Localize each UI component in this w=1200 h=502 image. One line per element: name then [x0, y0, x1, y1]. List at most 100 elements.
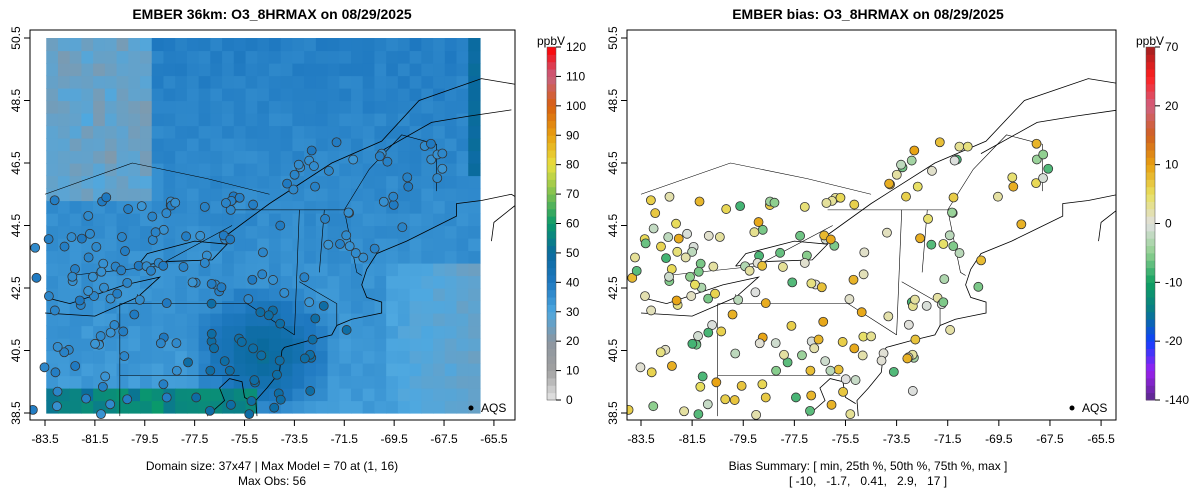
colorbar-segment: [547, 113, 556, 122]
station-marker: [729, 395, 740, 405]
station-marker: [656, 241, 666, 252]
grid-cell: [339, 338, 352, 352]
station-marker: [158, 379, 169, 390]
grid-cell: [304, 225, 317, 239]
grid-cell: [245, 150, 258, 164]
grid-cell: [444, 188, 458, 202]
grid-cell: [233, 100, 247, 114]
grid-cell: [280, 100, 294, 114]
colorbar-segment: [547, 297, 556, 305]
colorbar-segment: [547, 267, 556, 276]
station-marker: [730, 348, 741, 359]
grid-cell: [57, 50, 71, 64]
station-marker: [181, 231, 191, 242]
colorbar-segment: [547, 216, 556, 224]
grid-cell: [268, 288, 282, 302]
station-marker: [749, 227, 760, 238]
colorbar-segment: [1146, 319, 1155, 327]
station-marker: [857, 350, 868, 361]
station-marker: [402, 172, 413, 183]
grid-cell: [222, 300, 235, 314]
grid-cell: [468, 113, 481, 127]
station-marker: [760, 298, 771, 309]
coastline: [827, 78, 1116, 236]
grid-cell: [46, 213, 59, 227]
grid-cell: [315, 200, 329, 214]
grid-cell: [339, 38, 352, 52]
grid-cell: [304, 75, 317, 89]
colorbar-segment: [1146, 267, 1155, 276]
y-tick-label: 50.5: [606, 26, 620, 50]
grid-cell: [245, 75, 258, 89]
grid-cell: [268, 200, 282, 214]
grid-cell: [409, 350, 422, 364]
grid-cell: [151, 50, 165, 64]
grid-cell: [210, 138, 223, 152]
colorbar-segment: [547, 238, 556, 247]
grid-cell: [421, 350, 434, 364]
station-marker: [751, 409, 762, 420]
grid-cell: [116, 375, 129, 389]
state-boundary: [294, 209, 300, 335]
grid-cell: [362, 388, 376, 402]
grid-cell: [81, 63, 94, 77]
grid-cell: [339, 138, 352, 152]
grid-cell: [386, 363, 399, 377]
grid-cell: [210, 88, 223, 102]
grid-cell: [456, 75, 469, 89]
grid-cell: [233, 150, 247, 164]
grid-cell: [386, 250, 399, 264]
grid-cell: [128, 400, 141, 414]
grid-cell: [233, 250, 247, 264]
grid-cell: [421, 50, 434, 64]
grid-cell: [151, 350, 165, 364]
grid-cell: [268, 250, 282, 264]
grid-cell: [444, 325, 458, 339]
station-marker: [158, 224, 169, 235]
grid-cell: [175, 300, 188, 314]
grid-cell: [268, 338, 282, 352]
grid-cell: [374, 250, 387, 264]
station-marker: [221, 198, 231, 208]
grid-cell: [186, 325, 200, 339]
colorbar-segment: [547, 135, 556, 144]
grid-cell: [175, 288, 188, 302]
grid-cell: [386, 338, 399, 352]
station-marker: [910, 334, 921, 345]
grid-cell: [327, 363, 340, 377]
station-marker: [335, 239, 345, 249]
aqs-stations: [30, 137, 448, 420]
grid-cell: [409, 275, 422, 289]
colorbar-segment: [547, 127, 556, 136]
grid-cell: [222, 150, 235, 164]
grid-cell: [175, 325, 188, 339]
station-marker: [786, 320, 797, 331]
grid-cell: [386, 375, 399, 389]
station-marker: [821, 198, 832, 208]
grid-cell: [374, 363, 387, 377]
station-marker: [83, 252, 94, 263]
grid-cell: [245, 250, 258, 264]
station-marker: [43, 234, 54, 245]
x-tick-label: -69.5: [380, 432, 408, 446]
grid-cell: [233, 200, 247, 214]
colorbar-segment: [547, 164, 556, 173]
grid-cell: [151, 75, 165, 89]
grid-cell: [386, 263, 399, 277]
grid-cell: [362, 175, 376, 189]
grid-cell: [116, 88, 129, 102]
grid-cell: [386, 238, 399, 252]
grid-cell: [280, 263, 294, 277]
grid-cell: [409, 150, 422, 164]
grid-cell: [46, 175, 59, 189]
station-marker: [757, 379, 768, 390]
colorbar-segment: [1146, 54, 1155, 63]
grid-cell: [292, 388, 305, 402]
grid-cell: [163, 75, 176, 89]
grid-cell: [362, 300, 376, 314]
grid-cell: [151, 388, 165, 402]
station-marker: [119, 351, 130, 362]
grid-cell: [433, 138, 446, 152]
station-marker: [859, 247, 870, 258]
grid-cell: [128, 63, 141, 77]
